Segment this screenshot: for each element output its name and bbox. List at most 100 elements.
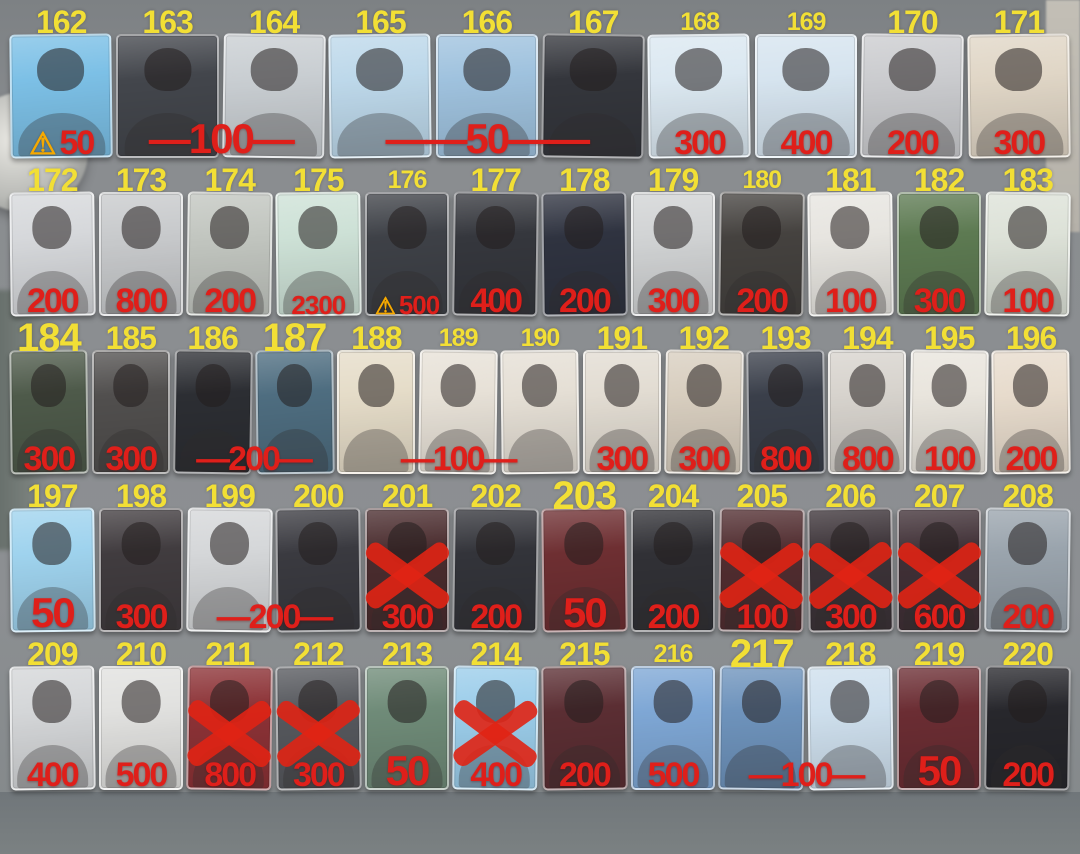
photocard [9,349,89,475]
card-cell: 209 [8,636,97,794]
card-cell: 183 [983,162,1072,320]
card-number-label: 193 [760,320,811,356]
card-number-label: 185 [105,320,157,356]
card-number-label: 219 [913,636,965,672]
card-number-label: 204 [647,478,699,514]
card-cell: 181 [806,162,895,320]
card-cell: 198 [97,478,186,636]
card-cell: 193 [745,320,827,478]
card-cell: 186 [172,320,254,478]
card-number-label: 173 [115,162,167,198]
card-cell: 164 [221,4,327,162]
card-cell: 216 [629,636,718,794]
photocard [452,507,539,633]
card-number-label: 210 [115,636,167,672]
card-cell: 173 [97,162,186,320]
card-number-label: 187 [262,316,328,360]
card-number-label: 167 [568,4,619,40]
card-number-label: 183 [1002,162,1054,198]
photocard [541,507,628,633]
photocard [91,350,170,474]
card-cell: 202 [451,478,540,636]
photocard [541,33,646,159]
card-cell: 220 [983,636,1072,794]
sold-cross-icon [809,510,891,631]
photocard [275,191,362,317]
card-number-label: 191 [596,320,648,356]
photocard [896,666,982,790]
card-cell: 200 [274,478,363,636]
photocard [828,350,907,474]
card-number-label: 186 [187,320,238,356]
card-cell: 211 [185,636,274,794]
card-cell: 197 [8,478,97,636]
card-number-label: 184 [17,316,82,360]
card-cell: 195 [908,320,990,478]
photocard [9,191,96,317]
card-number-label: 181 [825,162,876,198]
card-cell: 170 [859,4,965,162]
photocard [807,191,894,317]
card-cell: 167 [540,4,646,162]
photocard [718,665,805,791]
card-number-label: 199 [204,478,255,514]
card-cell: 219 [895,636,984,794]
photocard [541,191,628,317]
card-number-label: 220 [1002,636,1054,672]
card-number-label: 176 [387,166,428,194]
photocard [630,666,716,790]
photocard [186,665,273,791]
photocard [172,349,253,475]
photocard [500,349,580,475]
photocard [9,507,96,633]
photocard [337,350,416,474]
card-cell: 187 [254,316,336,478]
photocard [984,191,1071,317]
photocard [98,192,184,316]
photocard [541,665,628,791]
card-number-label: 179 [647,162,699,198]
photocard [807,507,894,633]
card-cell: 184 [8,316,90,478]
photocard [630,192,716,316]
card-number-label: 205 [736,478,788,514]
card-number-label: 192 [678,320,729,356]
card-rows: 162 163 164 165 166 167 168 169 170 171 ⚠50 —100— ——… [6,4,1074,794]
photocard [328,33,433,159]
card-number-label: 170 [887,4,938,40]
card-cell: 199 [185,478,274,636]
card-row: 162 163 164 165 166 167 168 169 170 171 ⚠50 —100— ——… [6,4,1074,162]
card-number-label: 165 [355,4,406,40]
photocard [221,33,327,159]
photocard [984,665,1071,791]
photocard [254,349,335,475]
card-cell: 210 [97,636,186,794]
photocard [364,666,450,790]
photocard [896,192,982,316]
photocard [718,507,805,633]
card-cell: 169 [753,4,859,162]
card-number-label: 212 [293,636,344,672]
cards-layer: 162 163 164 165 166 167 168 169 170 171 [6,4,1074,162]
card-cell: 172 [8,162,97,320]
card-cell: 179 [629,162,718,320]
card-cell: 168 [646,4,752,162]
card-row: 197 198 199 200 201 202 203 204 205 206 207 208 50 30… [6,476,1074,636]
card-number-label: 217 [729,632,795,676]
card-cell: 213 [363,636,452,794]
card-number-label: 215 [559,636,610,672]
photocard [909,349,989,475]
card-row: 209 210 211 212 213 214 215 216 217 218 219 220 400 5… [6,632,1074,794]
photocard [98,508,184,632]
card-cell: 176 [363,162,452,320]
card-cell: 201 [363,478,452,636]
card-number-label: 174 [204,162,255,198]
card-cell: 189 [417,320,499,478]
photocard [754,34,858,158]
card-number-label: 202 [470,478,522,514]
card-cell: 215 [540,636,629,794]
card-number-label: 194 [842,320,893,356]
card-number-label: 162 [36,4,87,40]
card-number-label: 214 [470,636,522,672]
